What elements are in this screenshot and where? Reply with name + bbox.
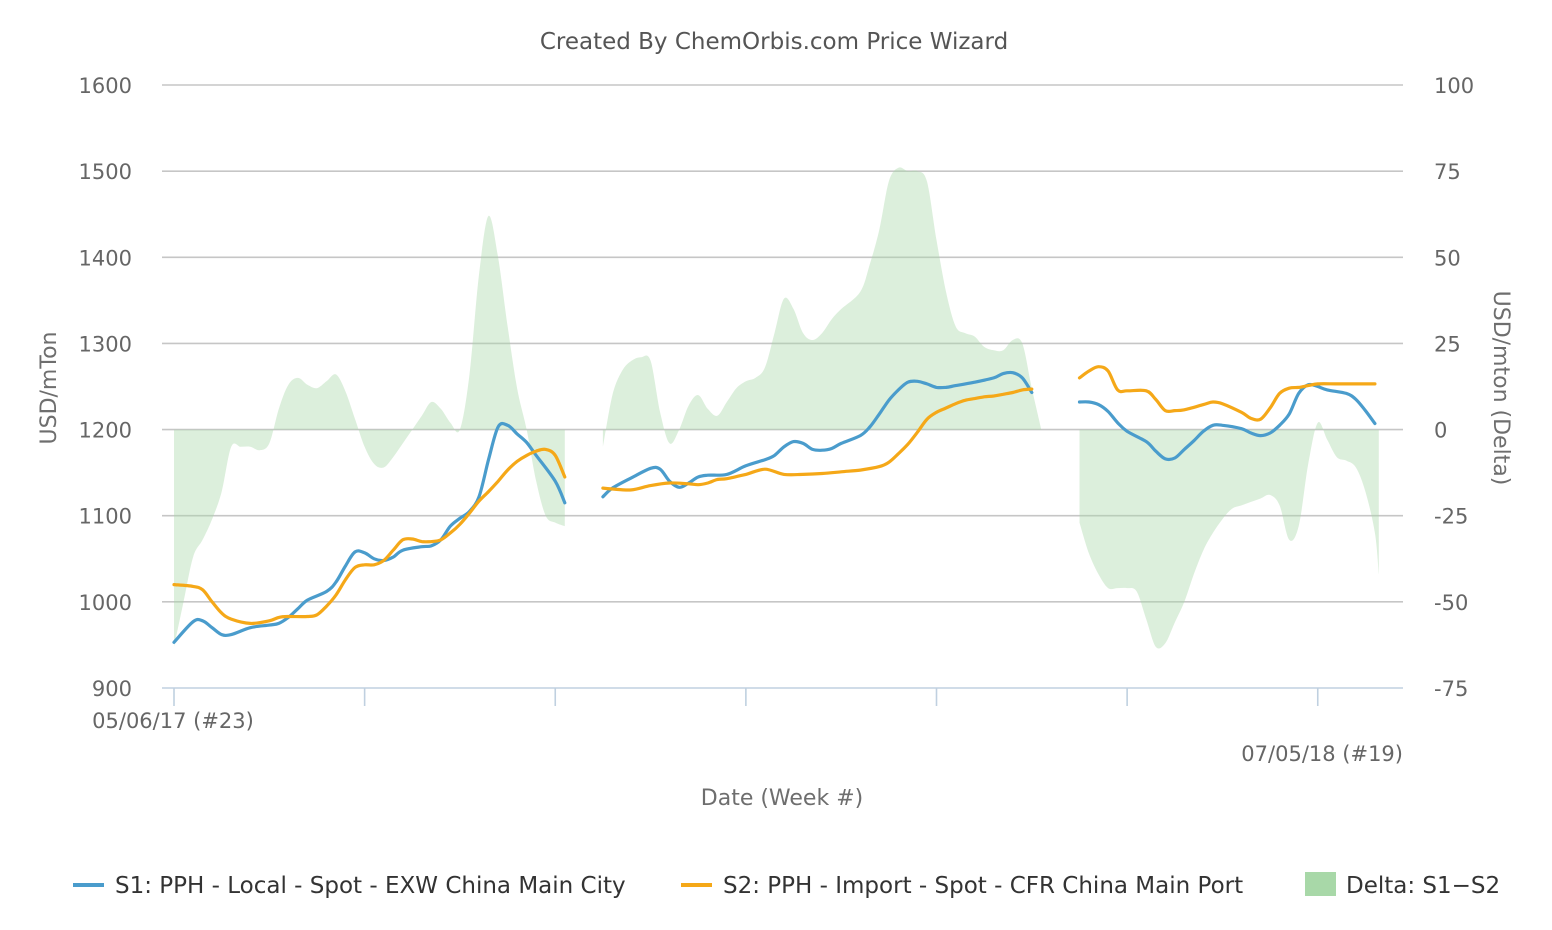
y2-tick-label: 75 [1434, 160, 1461, 184]
x-first-date-label: 05/06/17 (#23) [92, 709, 254, 733]
x-last-date-label: 07/05/18 (#19) [1241, 742, 1403, 766]
y2-tick-label: -50 [1434, 591, 1468, 615]
y-tick-label: 1600 [79, 74, 132, 98]
s2-line-segment-1 [172, 447, 567, 626]
y-axis-left-ticks: 900 1000 1100 1200 1300 1400 1500 1600 [79, 74, 132, 701]
s2-line-segment-3 [1077, 365, 1377, 422]
y2-tick-label: 25 [1434, 332, 1461, 356]
s1-line-segment-1 [172, 421, 567, 644]
y-tick-label: 1100 [79, 505, 132, 529]
y-axis-right-ticks: -75 -50 -25 0 25 50 75 100 [1434, 74, 1474, 701]
s1-line-segment-3 [1077, 382, 1377, 462]
x-axis-title: Date (Week #) [701, 786, 863, 811]
legend-delta-label: Delta: S1−S2 [1346, 873, 1500, 899]
y-tick-label: 1200 [79, 419, 132, 443]
y-tick-label: 1500 [79, 160, 132, 184]
s1-line-segment-2 [601, 370, 1034, 499]
delta-area-segment-3 [1079, 422, 1379, 649]
y-tick-label: 900 [92, 677, 132, 701]
legend-item-delta[interactable]: Delta: S1−S2 [1305, 872, 1500, 899]
delta-area [174, 167, 1379, 649]
y2-tick-label: -25 [1434, 505, 1468, 529]
y-tick-label: 1000 [79, 591, 132, 615]
chart-title: Created By ChemOrbis.com Price Wizard [540, 29, 1008, 55]
delta-area-segment-1 [174, 215, 565, 647]
y2-tick-label: 100 [1434, 74, 1474, 98]
legend: S1: PPH - Local - Spot - EXW China Main … [73, 872, 1500, 899]
y2-tick-label: -75 [1434, 677, 1468, 701]
legend-item-s1[interactable]: S1: PPH - Local - Spot - EXW China Main … [73, 873, 626, 899]
y-tick-label: 1300 [79, 332, 132, 356]
y-axis-left-title: USD/mTon [37, 332, 62, 445]
legend-s1-label: S1: PPH - Local - Spot - EXW China Main … [115, 873, 626, 899]
y2-tick-label: 0 [1434, 419, 1447, 443]
gridlines [162, 84, 1403, 689]
y2-tick-label: 50 [1434, 246, 1461, 270]
legend-delta-swatch [1305, 872, 1336, 896]
series-lines [172, 365, 1377, 644]
y-tick-label: 1400 [79, 246, 132, 270]
legend-s2-label: S2: PPH - Import - Spot - CFR China Main… [723, 873, 1243, 899]
legend-item-s2[interactable]: S2: PPH - Import - Spot - CFR China Main… [681, 873, 1243, 899]
delta-area-segment-2 [602, 167, 1042, 447]
x-axis [173, 688, 1319, 706]
y-axis-right-title: USD/mton (Delta) [1488, 291, 1513, 486]
s2-line-segment-2 [601, 387, 1034, 492]
